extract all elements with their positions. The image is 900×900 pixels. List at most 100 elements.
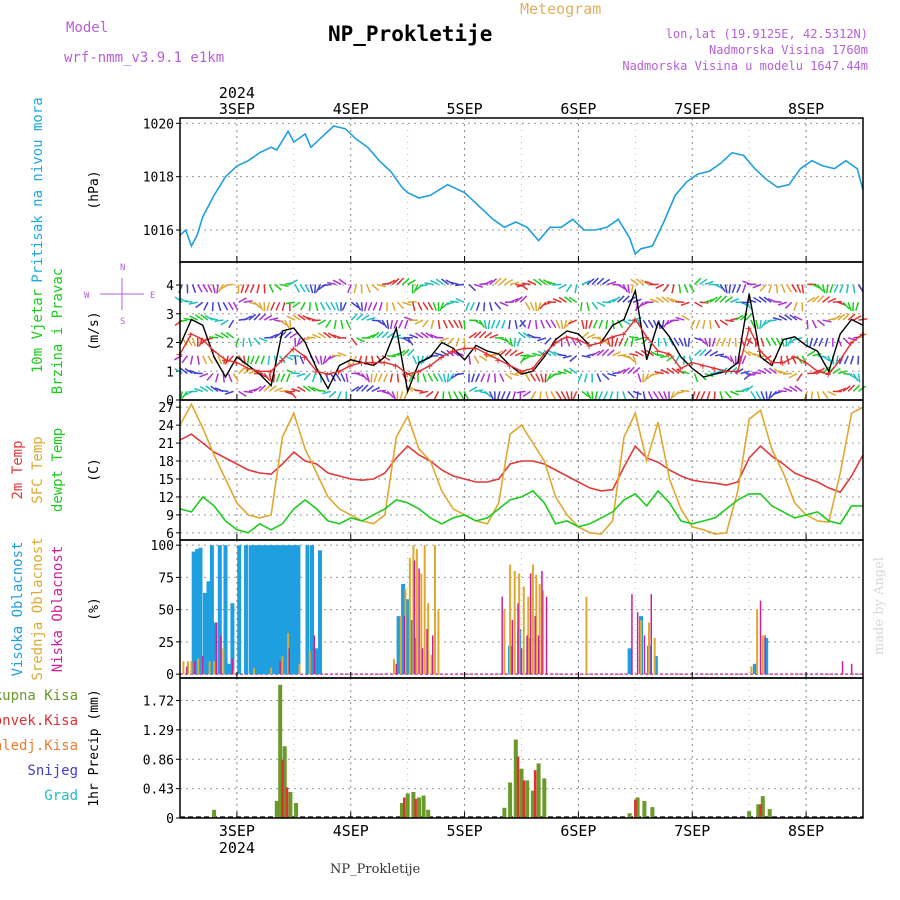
cloud-bar-high — [226, 663, 231, 675]
wind-direction-arrow — [680, 389, 690, 393]
cloud-bar-high — [269, 545, 274, 675]
gust-marker: + — [347, 360, 354, 373]
cloud-bar-high — [279, 545, 284, 675]
wind-direction-arrow — [752, 371, 762, 375]
wind-direction-arrow — [759, 283, 767, 292]
wind-direction-arrow — [263, 314, 273, 321]
cloud-bar-low — [194, 661, 196, 675]
wind-direction-arrow — [244, 284, 250, 293]
cloud-bar-mid — [393, 658, 395, 675]
y-tick-label: 3 — [166, 308, 174, 323]
wind-direction-arrow — [350, 386, 360, 393]
wind-direction-arrow — [509, 281, 520, 286]
wind-direction-arrow — [741, 284, 747, 294]
cloud-bar-high — [409, 620, 414, 675]
gust-marker: + — [404, 368, 411, 381]
gust-marker: + — [552, 337, 559, 350]
wind-direction-arrow — [809, 337, 814, 347]
y-tick-label: 25 — [158, 636, 174, 651]
wind-direction-arrow — [852, 373, 859, 382]
wind-direction-arrow — [313, 284, 317, 294]
wind-direction-arrow — [539, 391, 542, 401]
cloud-bar-low — [841, 661, 844, 675]
wind-direction-arrow — [473, 319, 483, 326]
gust-marker: + — [518, 365, 525, 378]
wind-direction-arrow — [509, 337, 514, 347]
y-tick-label: 1 — [166, 365, 174, 380]
wind-direction-arrow — [174, 296, 183, 303]
cloud-bar-mid — [182, 661, 185, 675]
wind-direction-arrow — [694, 277, 702, 285]
wind-direction-arrow — [700, 391, 706, 400]
wind-direction-arrow — [363, 302, 368, 312]
wind-direction-arrow — [258, 313, 267, 321]
cloud-bar-mid — [213, 661, 216, 675]
wind-direction-arrow — [699, 278, 708, 286]
wind-direction-arrow — [322, 355, 327, 365]
wind-direction-arrow — [297, 314, 306, 321]
wind-direction-arrow — [453, 319, 460, 329]
wind-direction-arrow — [249, 284, 255, 294]
wind-direction-arrow — [391, 277, 400, 285]
wind-direction-arrow — [243, 390, 253, 394]
wind-direction-arrow — [725, 319, 735, 323]
wind-direction-arrow — [534, 302, 538, 312]
wind-direction-arrow — [376, 331, 384, 339]
compass-north: N — [120, 263, 125, 273]
station-elevation: Nadmorska Visina 1760m — [709, 43, 868, 57]
wind-direction-arrow — [196, 284, 203, 293]
gust-marker: + — [711, 362, 718, 375]
gust-marker: + — [290, 342, 297, 355]
precip-legend-item: Ukupna Kisa — [0, 688, 78, 704]
wind-direction-arrow — [458, 319, 463, 329]
wind-direction-arrow — [217, 302, 222, 312]
cloud-bar-high — [314, 648, 319, 675]
wind-direction-arrow — [268, 373, 273, 383]
gust-marker: + — [574, 334, 581, 347]
cloud-bar-high — [296, 545, 301, 675]
wind-direction-arrow — [253, 337, 261, 346]
gust-marker: + — [426, 360, 433, 373]
wind-direction-arrow — [760, 337, 765, 347]
wind-direction-arrow — [585, 319, 588, 330]
wind-direction-arrow — [494, 373, 497, 383]
wind-direction-arrow — [544, 337, 552, 345]
y-unit-label: (hPa) — [87, 170, 102, 209]
wind-direction-arrow — [299, 355, 305, 365]
wind-direction-arrow — [780, 284, 786, 294]
wind-direction-arrow — [398, 319, 404, 329]
cloud-bar-high — [752, 663, 757, 675]
cloud-bar-high — [401, 583, 406, 675]
wind-direction-arrow — [598, 391, 604, 400]
wind-direction-arrow — [468, 386, 478, 393]
wind-direction-arrow — [565, 283, 573, 293]
wind-direction-arrow — [630, 278, 639, 286]
wind-direction-arrow — [504, 348, 512, 357]
wind-direction-arrow — [484, 331, 493, 339]
wind-direction-arrow — [714, 319, 721, 329]
y-axis-title: Srednja Oblacnost — [30, 537, 46, 680]
wind-direction-arrow — [663, 337, 668, 347]
wind-direction-arrow — [516, 390, 526, 394]
wind-direction-arrow — [286, 315, 296, 321]
wind-direction-arrow — [555, 319, 561, 329]
wind-direction-arrow — [224, 390, 234, 395]
wind-direction-arrow — [569, 355, 578, 363]
wind-direction-arrow — [629, 352, 639, 357]
wind-direction-arrow — [499, 373, 505, 382]
wind-direction-arrow — [516, 283, 526, 288]
y-unit-label: (C) — [87, 458, 102, 481]
wind-direction-arrow — [478, 330, 487, 339]
wind-direction-arrow — [516, 337, 522, 347]
wind-direction-arrow — [474, 283, 484, 289]
wind-direction-arrow — [683, 284, 689, 293]
wind-direction-arrow — [440, 337, 449, 342]
cloud-bar-mid — [197, 658, 200, 675]
wind-direction-arrow — [842, 337, 851, 345]
wind-direction-arrow — [311, 373, 317, 383]
wind-direction-arrow — [737, 355, 742, 365]
wind-direction-arrow — [699, 301, 709, 304]
wind-direction-arrow — [591, 301, 599, 310]
wind-direction-arrow — [484, 279, 493, 286]
wind-direction-arrow — [772, 317, 782, 321]
